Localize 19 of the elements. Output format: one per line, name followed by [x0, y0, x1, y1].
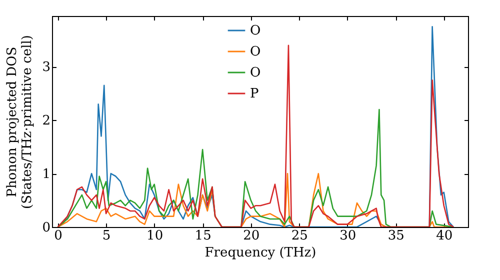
x-tick-label: 25 [291, 228, 308, 244]
x-tick-label: 30 [340, 228, 356, 244]
y-tick-label: 3 [42, 60, 50, 76]
legend-label: P [250, 86, 259, 102]
y-axis-title: Phonon projected DOS (States/THz·primitive cell) [5, 34, 36, 210]
legend-label: O [250, 24, 261, 38]
x-axis-title: Frequency (THz) [204, 246, 316, 260]
x-tick-label: 40 [436, 228, 453, 244]
x-tick-label: 5 [102, 228, 111, 244]
x-tick-label: 15 [194, 228, 212, 244]
x-tick-label: 0 [54, 228, 62, 244]
x-tick-label: 20 [243, 228, 260, 244]
legend-label: O [250, 44, 261, 60]
y-tick-label: 1 [42, 167, 50, 182]
x-tick-label: 35 [388, 228, 404, 244]
line-series [57, 108, 454, 227]
y-tick-label: 2 [42, 114, 50, 129]
legend-label: O [250, 66, 261, 80]
x-tick-label: 10 [146, 228, 164, 244]
